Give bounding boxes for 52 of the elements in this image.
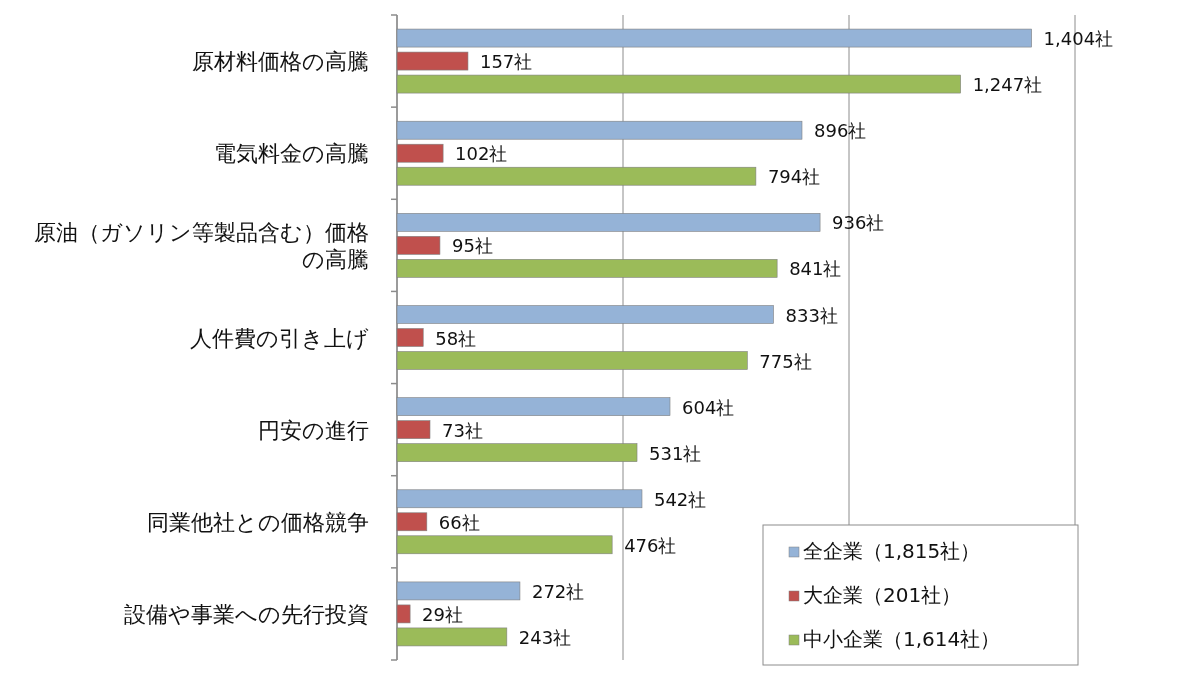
bar bbox=[396, 512, 428, 532]
bar bbox=[396, 143, 444, 163]
bar bbox=[396, 489, 643, 509]
legend-label: 大企業（201社） bbox=[803, 583, 962, 607]
legend-label: 中小企業（1,614社） bbox=[803, 627, 1001, 651]
bar bbox=[396, 328, 424, 347]
y-tick-label: 円安の進行 bbox=[258, 417, 369, 443]
data-label: 476社 bbox=[624, 534, 677, 556]
bar bbox=[396, 351, 748, 370]
data-label: 794社 bbox=[767, 166, 821, 188]
bar bbox=[396, 604, 411, 624]
data-label: 102社 bbox=[455, 143, 508, 165]
data-label: 542社 bbox=[653, 488, 707, 510]
data-label: 58社 bbox=[435, 327, 477, 349]
bar bbox=[396, 305, 774, 324]
bar bbox=[396, 51, 469, 71]
y-tick-label: 原材料価格の高騰 bbox=[192, 49, 369, 75]
bar bbox=[396, 74, 961, 94]
data-label: 841社 bbox=[789, 258, 842, 280]
bar bbox=[396, 166, 757, 186]
y-tick-label: 設備や事業への先行投資 bbox=[124, 601, 369, 627]
bar bbox=[396, 28, 1032, 48]
y-tick-label: 原油（ガソリン等製品含む）価格の高騰 bbox=[34, 219, 369, 272]
data-label: 833社 bbox=[785, 304, 838, 326]
bar bbox=[396, 213, 821, 232]
bar bbox=[396, 397, 671, 416]
data-label: 775社 bbox=[759, 350, 812, 372]
bar bbox=[396, 259, 778, 278]
bar bbox=[396, 420, 431, 439]
data-label: 157社 bbox=[479, 51, 533, 73]
data-label: 95社 bbox=[451, 235, 493, 257]
y-tick-label: 電気料金の高騰 bbox=[214, 141, 369, 167]
data-label: 29社 bbox=[422, 603, 464, 625]
y-tick-label: 同業他社との価格競争 bbox=[147, 509, 369, 535]
bar bbox=[396, 236, 441, 255]
bar bbox=[396, 443, 638, 462]
bar bbox=[396, 120, 803, 140]
data-label: 531社 bbox=[649, 442, 702, 464]
y-tick-label: 人件費の引き上げ bbox=[190, 325, 369, 351]
data-label: 936社 bbox=[832, 212, 885, 234]
bar bbox=[396, 581, 521, 601]
data-label: 66社 bbox=[438, 511, 480, 533]
data-label: 1,247社 bbox=[972, 74, 1043, 96]
data-label: 243社 bbox=[518, 626, 572, 648]
data-label: 73社 bbox=[442, 419, 483, 441]
legend-label: 全企業（1,815社） bbox=[803, 539, 981, 563]
bar bbox=[396, 627, 508, 647]
data-label: 896社 bbox=[813, 120, 867, 142]
bar bbox=[396, 535, 613, 555]
data-label: 604社 bbox=[682, 396, 735, 418]
data-label: 1,404社 bbox=[1043, 28, 1114, 50]
data-label: 272社 bbox=[531, 580, 585, 602]
